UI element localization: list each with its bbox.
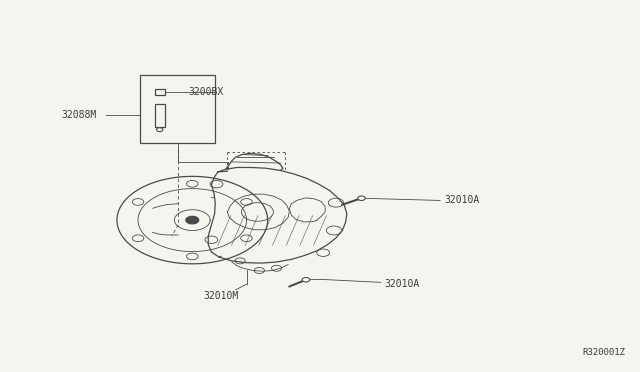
- Text: 3200BX: 3200BX: [188, 87, 224, 97]
- Bar: [155, 89, 165, 95]
- Polygon shape: [186, 217, 198, 224]
- Text: 32010A: 32010A: [384, 279, 419, 289]
- Text: 32010M: 32010M: [204, 291, 239, 301]
- Circle shape: [358, 196, 365, 201]
- Circle shape: [157, 128, 163, 132]
- Circle shape: [302, 278, 310, 282]
- Bar: [140, 75, 215, 143]
- Text: 32088M: 32088M: [61, 110, 97, 120]
- Text: R320001Z: R320001Z: [582, 348, 625, 357]
- Text: 32010A: 32010A: [445, 195, 480, 205]
- Bar: [155, 105, 165, 127]
